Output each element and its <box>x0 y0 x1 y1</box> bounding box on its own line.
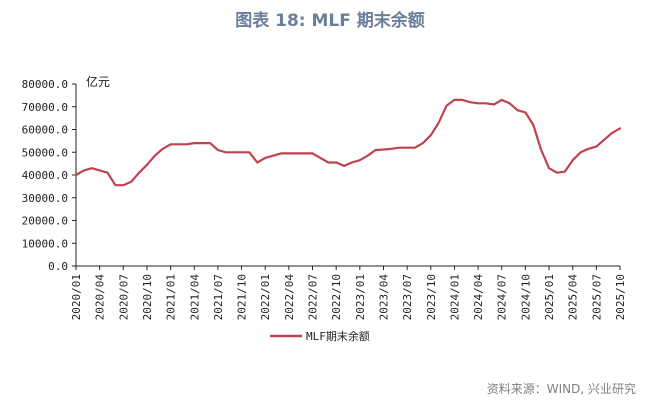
source-note: 资料来源：WIND, 兴业研究 <box>486 382 636 396</box>
chart-title: 图表 18: MLF 期末余额 <box>235 11 425 31</box>
x-tick-label: 2021/04 <box>188 274 201 321</box>
y-tick-label: 30000.0 <box>22 192 68 205</box>
x-tick-label: 2022/07 <box>307 274 320 320</box>
x-tick-label: 2025/04 <box>567 274 580 321</box>
x-tick-label: 2023/01 <box>354 274 367 320</box>
x-tick-label: 2024/01 <box>448 274 461 320</box>
x-tick-label: 2024/07 <box>496 274 509 320</box>
series-group <box>74 98 622 187</box>
y-tick-label: 20000.0 <box>22 215 68 228</box>
x-tick-label: 2022/10 <box>330 274 343 320</box>
x-tick-label: 2023/10 <box>425 274 438 320</box>
y-axis-unit-label: 亿元 <box>86 74 110 89</box>
x-axis: 2020/01 2020/04 2020/07 2020/10 2021/01 2021/… <box>70 265 627 321</box>
x-tick-label: 2025/10 <box>614 274 627 320</box>
x-tick-label: 2021/07 <box>212 274 225 320</box>
legend-label: MLF期末余额 <box>306 329 370 343</box>
y-tick-label: 10000.0 <box>22 237 68 250</box>
series-line-mlf <box>74 98 622 187</box>
x-tick-label: 2025/07 <box>590 274 603 320</box>
x-tick-label: 2023/04 <box>377 274 390 321</box>
x-tick-label: 2020/07 <box>117 274 130 320</box>
y-tick-label: 40000.0 <box>22 169 68 182</box>
x-tick-label: 2024/10 <box>519 274 532 320</box>
y-axis: 0.0 10000.0 20000.0 30000.0 40000.0 50000.0 60… <box>22 78 77 273</box>
x-tick-label: 2020/01 <box>70 274 83 320</box>
x-tick-label: 2021/01 <box>165 274 178 320</box>
x-tick-label: 2024/04 <box>472 274 485 321</box>
y-tick-label: 60000.0 <box>22 124 68 137</box>
y-tick-label: 50000.0 <box>22 146 68 159</box>
x-tick-label: 2022/04 <box>283 274 296 321</box>
x-tick-label: 2022/01 <box>259 274 272 320</box>
legend: MLF期末余额 <box>270 329 370 343</box>
x-tick-label: 2020/04 <box>94 274 107 321</box>
x-tick-label: 2023/07 <box>401 274 414 320</box>
x-tick-label: 2021/10 <box>236 274 249 320</box>
x-tick-label: 2025/01 <box>543 274 556 320</box>
x-tick-label: 2020/10 <box>141 274 154 320</box>
y-tick-label: 70000.0 <box>22 101 68 114</box>
y-tick-label: 80000.0 <box>22 78 68 91</box>
y-tick-label: 0.0 <box>48 260 68 273</box>
